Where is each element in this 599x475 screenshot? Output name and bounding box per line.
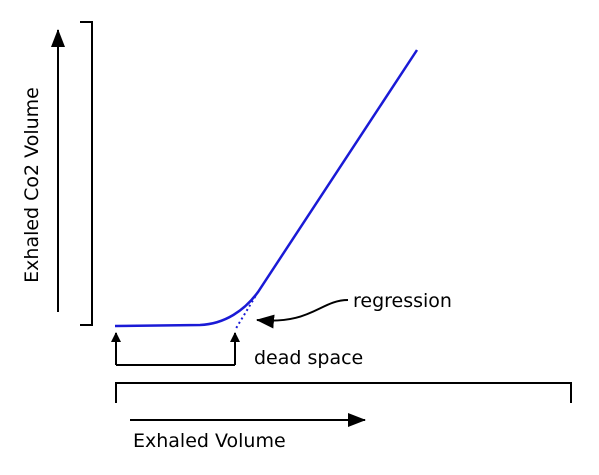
y-axis-label: Exhaled Co2 Volume (21, 87, 43, 283)
dead-space-label: dead space (254, 347, 363, 369)
y-bracket (80, 21, 93, 326)
regression-arrow (256, 299, 349, 329)
regression-label: regression (353, 290, 452, 312)
x-bracket (115, 382, 572, 403)
co2-curve (114, 49, 419, 328)
x-axis-label: Exhaled Volume (133, 430, 286, 452)
